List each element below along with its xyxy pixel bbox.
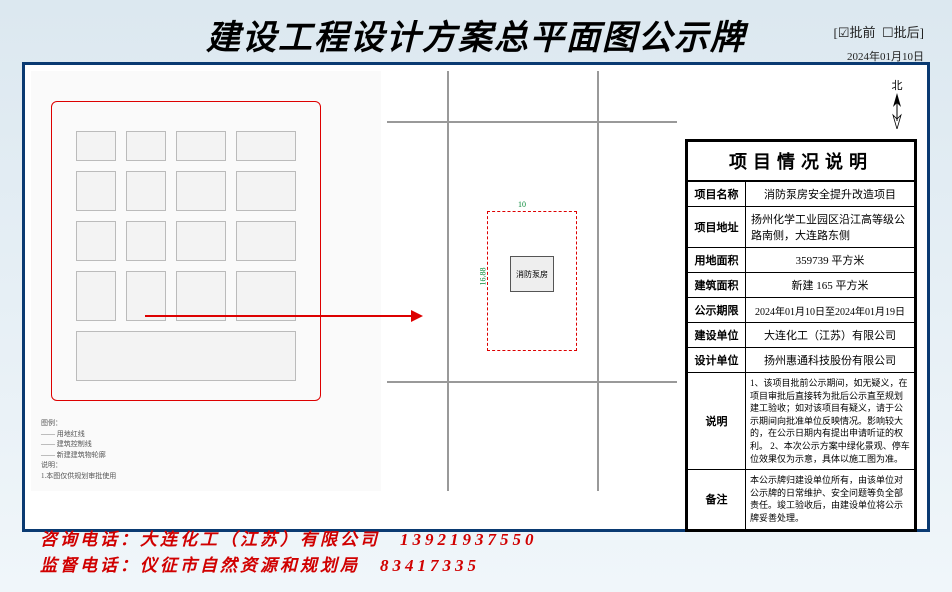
- info-row-designer: 设计单位 扬州惠通科技股份有限公司: [688, 348, 914, 373]
- info-value: 2024年01月10日至2024年01月19日: [746, 298, 914, 322]
- info-row-explain: 说明 1、该项目批前公示期间，如无疑义，在项目审批后直接转为批后公示直至规划建工…: [688, 373, 914, 470]
- info-label: 用地面积: [688, 248, 746, 272]
- info-row-name: 项目名称 消防泵房安全提升改造项目: [688, 182, 914, 207]
- info-panel-title: 项目情况说明: [688, 142, 914, 182]
- info-row-period: 公示期限 2024年01月10日至2024年01月19日: [688, 298, 914, 323]
- info-note: 1、该项目批前公示期间，如无疑义，在项目审批后直接转为批后公示直至规划建工验收；…: [746, 373, 914, 469]
- legend-item: —— 建筑控制线: [41, 439, 116, 450]
- main-frame: 北 图例： —— 用地红线 —— 建筑控制线 —— 新建建筑物轮廓: [22, 62, 930, 532]
- checkbox-after: ☐批后: [882, 25, 920, 40]
- info-value: 大连化工（江苏）有限公司: [746, 323, 914, 347]
- supervise-phone: 83417335: [380, 556, 480, 575]
- info-note: 本公示牌归建设单位所有，由该单位对公示牌的日常维护、安全问题等负全部责任。竣工验…: [746, 470, 914, 528]
- site-overview-map: 图例： —— 用地红线 —— 建筑控制线 —— 新建建筑物轮廓 说明： 1.本图…: [31, 71, 381, 491]
- legend-note-title: 说明：: [41, 460, 116, 471]
- title-bar: 建设工程设计方案总平面图公示牌: [0, 10, 952, 59]
- supervise-org: 仪征市自然资源和规划局: [140, 556, 360, 575]
- dimension-height: 16.88: [479, 268, 488, 286]
- info-value: 扬州惠通科技股份有限公司: [746, 348, 914, 372]
- page-title: 建设工程设计方案总平面图公示牌: [206, 10, 746, 59]
- contact-footer: 咨询电话：大连化工（江苏）有限公司 13921937550 监督电话：仪征市自然资…: [40, 527, 538, 578]
- info-label: 设计单位: [688, 348, 746, 372]
- building-outline: 10 16.88 消防泵房: [487, 211, 577, 351]
- info-value: 扬州化学工业园区沿江高等级公路南侧，大连路东侧: [746, 207, 914, 247]
- map-legend: 图例： —— 用地红线 —— 建筑控制线 —— 新建建筑物轮廓 说明： 1.本图…: [41, 418, 116, 481]
- info-row-remark: 备注 本公示牌归建设单位所有，由该单位对公示牌的日常维护、安全问题等负全部责任。…: [688, 470, 914, 528]
- legend-title: 图例：: [41, 418, 116, 429]
- legend-item: —— 新建建筑物轮廓: [41, 450, 116, 461]
- supervise-label: 监督电话：: [40, 556, 140, 575]
- consult-label: 咨询电话：: [40, 530, 140, 549]
- pointer-arrow-icon: [145, 315, 415, 317]
- info-label: 项目名称: [688, 182, 746, 206]
- compass-icon: 北: [887, 77, 907, 127]
- supervise-line: 监督电话：仪征市自然资源和规划局 83417335: [40, 553, 538, 579]
- compass-label: 北: [887, 77, 907, 93]
- info-value: 新建 165 平方米: [746, 273, 914, 297]
- consult-org: 大连化工（江苏）有限公司: [140, 530, 380, 549]
- approval-stage: [☑批前 ☐批后]: [834, 22, 925, 41]
- site-detail-map: 10 16.88 消防泵房: [387, 71, 677, 491]
- info-row-address: 项目地址 扬州化学工业园区沿江高等级公路南侧，大连路东侧: [688, 207, 914, 248]
- info-label: 公示期限: [688, 298, 746, 322]
- project-info-panel: 项目情况说明 项目名称 消防泵房安全提升改造项目 项目地址 扬州化学工业园区沿江…: [685, 139, 917, 532]
- info-row-land-area: 用地面积 359739 平方米: [688, 248, 914, 273]
- info-row-builder: 建设单位 大连化工（江苏）有限公司: [688, 323, 914, 348]
- checkbox-before: ☑批前: [838, 25, 876, 40]
- consult-line: 咨询电话：大连化工（江苏）有限公司 13921937550: [40, 527, 538, 553]
- dimension-width: 10: [518, 200, 526, 209]
- info-label: 说明: [688, 373, 746, 469]
- info-label: 项目地址: [688, 207, 746, 247]
- info-label: 备注: [688, 470, 746, 528]
- info-value: 消防泵房安全提升改造项目: [746, 182, 914, 206]
- info-label: 建设单位: [688, 323, 746, 347]
- info-value: 359739 平方米: [746, 248, 914, 272]
- consult-phone: 13921937550: [400, 530, 538, 549]
- building-label: 消防泵房: [510, 256, 554, 292]
- legend-item: —— 用地红线: [41, 429, 116, 440]
- info-row-building-area: 建筑面积 新建 165 平方米: [688, 273, 914, 298]
- info-label: 建筑面积: [688, 273, 746, 297]
- legend-note: 1.本图仅供规划审批使用: [41, 471, 116, 482]
